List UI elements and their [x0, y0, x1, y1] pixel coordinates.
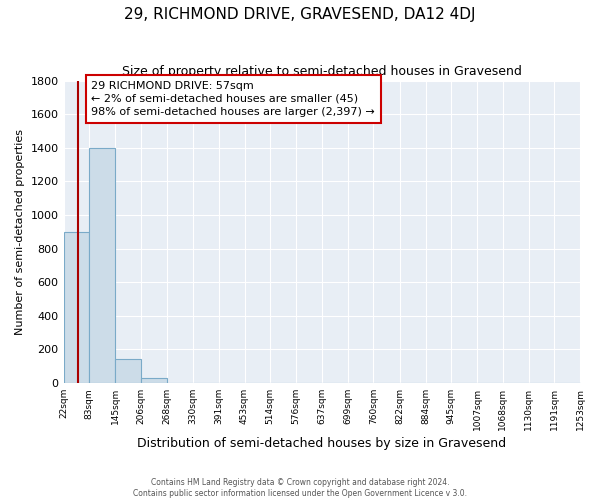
Bar [64, 232, 89, 383]
Bar [141, 378, 167, 383]
Text: 29 RICHMOND DRIVE: 57sqm
← 2% of semi-detached houses are smaller (45)
98% of se: 29 RICHMOND DRIVE: 57sqm ← 2% of semi-de… [91, 80, 375, 117]
Text: Contains HM Land Registry data © Crown copyright and database right 2024.
Contai: Contains HM Land Registry data © Crown c… [133, 478, 467, 498]
X-axis label: Distribution of semi-detached houses by size in Gravesend: Distribution of semi-detached houses by … [137, 437, 506, 450]
Bar [115, 358, 141, 383]
Title: Size of property relative to semi-detached houses in Gravesend: Size of property relative to semi-detach… [122, 65, 522, 78]
Y-axis label: Number of semi-detached properties: Number of semi-detached properties [15, 129, 25, 335]
Text: 29, RICHMOND DRIVE, GRAVESEND, DA12 4DJ: 29, RICHMOND DRIVE, GRAVESEND, DA12 4DJ [124, 8, 476, 22]
Bar [89, 148, 115, 383]
